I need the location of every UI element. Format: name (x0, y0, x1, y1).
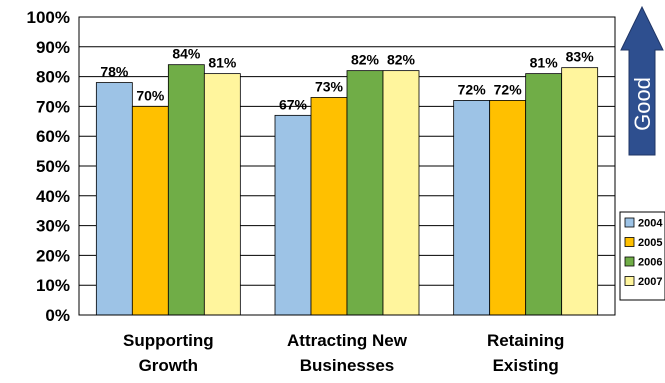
data-label: 72% (458, 81, 487, 97)
bar-2004-2 (453, 100, 491, 316)
data-label: 73% (315, 78, 344, 94)
legend-label: 2006 (638, 257, 662, 269)
y-tick-label: 20% (36, 246, 70, 265)
data-label: 81% (208, 55, 237, 71)
legend-swatch-2005 (624, 237, 635, 247)
bar-2007-2 (561, 67, 599, 316)
bar-2004-1 (274, 114, 312, 316)
bar-2006-1 (346, 70, 384, 316)
data-label: 78% (100, 64, 129, 80)
data-label: 81% (530, 55, 559, 71)
bars (95, 64, 599, 316)
bar-2007-0 (203, 73, 241, 316)
y-tick-label: 60% (36, 127, 70, 146)
data-label: 83% (566, 49, 595, 65)
y-axis-tick-labels: 0% 10% 20% 30% 40% 50% 60% 70% 80% 90% 100% (27, 8, 70, 325)
y-tick-label: 0% (45, 306, 70, 325)
bar-2005-0 (131, 106, 169, 316)
bar-2004-0 (95, 82, 133, 316)
legend-label: 2005 (638, 237, 662, 249)
data-label: 70% (136, 87, 165, 103)
data-label: 84% (172, 46, 201, 62)
legend-label: 2007 (638, 276, 662, 288)
category-label: Growth (139, 356, 199, 375)
category-label: Attracting New (287, 331, 408, 350)
plot-area-frame (78, 16, 616, 316)
legend-swatch-2006 (624, 256, 635, 267)
legend: 2004 2005 2006 2007 (619, 211, 665, 301)
bar-2006-0 (167, 64, 205, 316)
category-label: Businesses (300, 356, 395, 375)
legend-swatch-2007 (624, 276, 635, 286)
legend-label: 2004 (638, 218, 663, 230)
y-tick-label: 90% (36, 38, 70, 57)
y-tick-label: 30% (36, 217, 70, 236)
x-axis-category-labels: Supporting Growth Attracting New Businesses… (123, 331, 564, 375)
data-label: 67% (279, 96, 308, 112)
good-indicator: Good (620, 5, 664, 156)
bar-2006-2 (525, 73, 563, 316)
y-tick-label: 80% (36, 68, 70, 87)
bar-2007-1 (382, 70, 420, 316)
category-label: Existing (493, 356, 559, 375)
y-tick-label: 40% (36, 187, 70, 206)
bar-2005-2 (489, 100, 527, 316)
y-tick-label: 100% (27, 8, 70, 27)
data-labels: 78% 67% 72% 70% 73% 72% 84% 82% 81% 81% 82% 83% (100, 46, 594, 113)
bar-2005-1 (310, 97, 348, 316)
legend-swatch-2004 (624, 217, 635, 228)
good-label: Good (630, 77, 655, 131)
category-label: Supporting (123, 331, 214, 350)
category-label: Retaining (487, 331, 564, 350)
y-tick-label: 50% (36, 157, 70, 176)
data-label: 82% (387, 52, 416, 68)
data-label: 82% (351, 52, 380, 68)
data-label: 72% (494, 81, 523, 97)
y-tick-label: 10% (36, 276, 70, 295)
y-tick-label: 70% (36, 97, 70, 116)
up-arrow-icon (620, 5, 664, 156)
